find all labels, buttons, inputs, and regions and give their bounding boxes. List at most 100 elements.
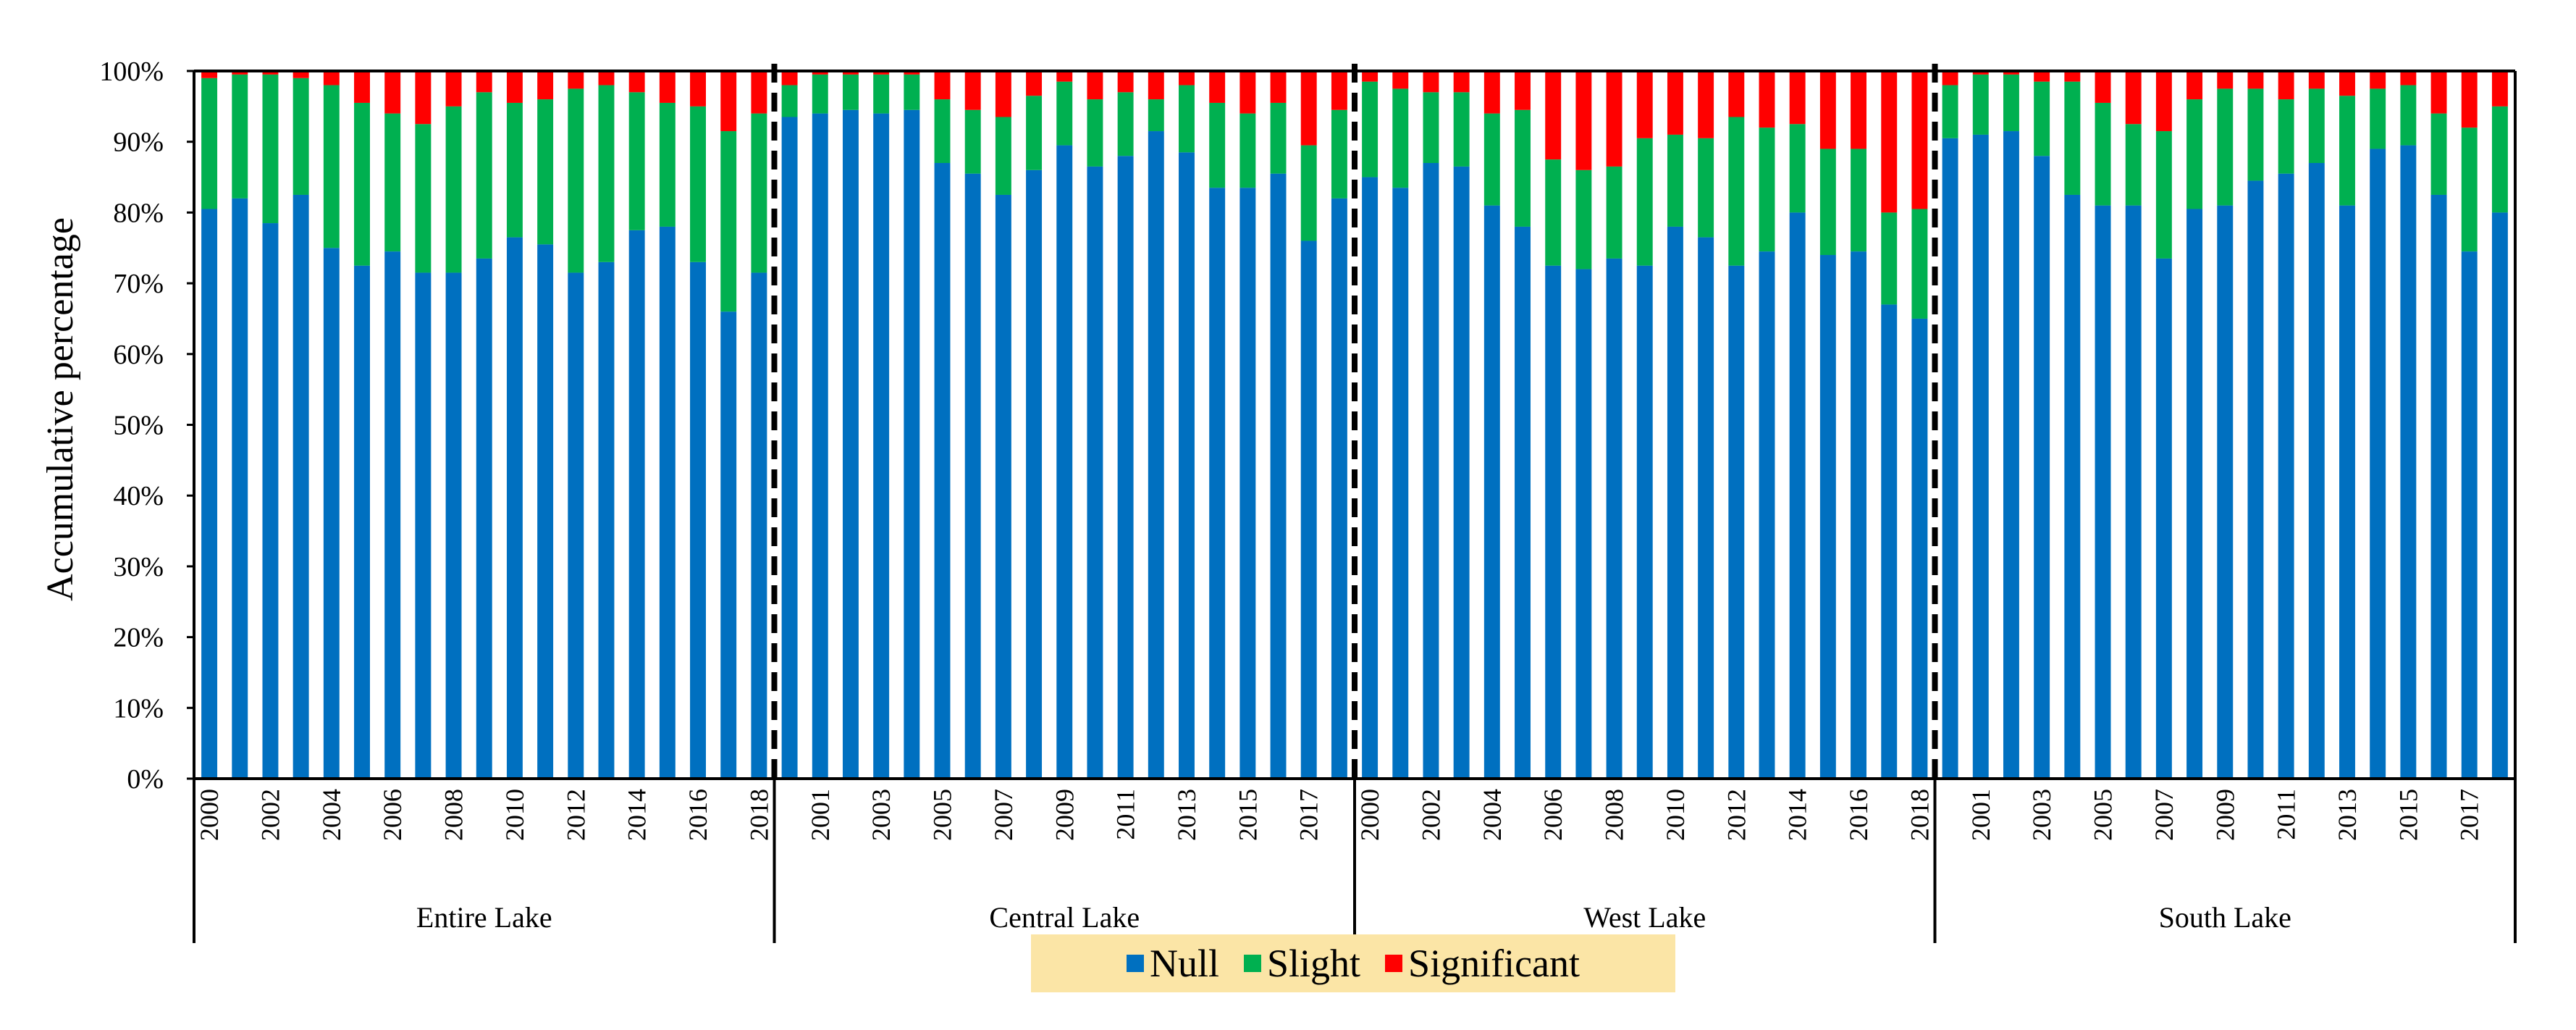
bar-significant [1087, 71, 1103, 100]
bar-null [1911, 318, 1928, 779]
bar-significant [1759, 71, 1775, 128]
bar-significant [1545, 71, 1562, 160]
bar-significant [1239, 71, 1256, 114]
bar-null [2339, 205, 2355, 779]
bar-significant [1270, 71, 1287, 103]
bar-significant [384, 71, 401, 114]
bar-null [690, 261, 707, 779]
bar-slight [1423, 92, 1439, 164]
bar-significant [873, 71, 890, 75]
x-tick-label: 2011 [1111, 789, 1140, 840]
bar-slight [1942, 85, 1958, 138]
bar-null [568, 272, 584, 779]
bar-null [2430, 194, 2447, 779]
bar-slight [2155, 131, 2172, 259]
x-tick-label: 2017 [1295, 789, 1323, 841]
y-tick-label: 80% [113, 198, 164, 228]
bar-significant [2247, 71, 2264, 89]
bar-null [1819, 255, 1836, 779]
bar-null [1728, 265, 1745, 779]
bar-slight [232, 74, 248, 198]
bar-slight [323, 85, 340, 248]
bar-null [2034, 156, 2050, 779]
y-tick-label: 0% [127, 764, 164, 795]
bar-slight [476, 92, 492, 259]
legend: Null Slight Significant [1031, 934, 1675, 992]
bars [201, 71, 2508, 779]
x-tick-label: 2014 [623, 789, 652, 841]
bar-significant [415, 71, 432, 125]
bar-null [2308, 163, 2325, 779]
x-tick-label: 2008 [1600, 789, 1629, 841]
bar-null [598, 261, 615, 779]
bar-null [354, 265, 370, 779]
group-labels: Entire Lake Central Lake West Lake South La… [416, 901, 2291, 934]
bar-slight [2308, 88, 2325, 164]
bar-null [292, 194, 309, 779]
bar-null [2095, 205, 2111, 779]
bar-null [2491, 212, 2508, 779]
bar-null [964, 173, 981, 779]
bar-slight [2339, 96, 2355, 206]
x-tick-label: 2001 [1966, 789, 1995, 841]
bar-slight [1362, 81, 1379, 177]
bar-significant [232, 71, 248, 75]
bar-slight [1179, 85, 1195, 153]
bar-significant [2095, 71, 2111, 103]
bar-null [1423, 163, 1439, 779]
bar-slight [2400, 85, 2417, 146]
bar-slight [2125, 124, 2142, 206]
x-tick-label: 2007 [989, 789, 1018, 841]
bar-null [1362, 177, 1379, 779]
x-tick-label: 2004 [1478, 789, 1507, 841]
bar-null [1483, 205, 1500, 779]
bar-slight [964, 109, 981, 174]
x-tick-label: 2018 [744, 789, 773, 841]
bar-null [232, 198, 248, 779]
bar-null [2003, 131, 2019, 779]
bar-null [384, 251, 401, 779]
x-tick-label: 2001 [806, 789, 835, 841]
bar-significant [995, 71, 1011, 117]
bar-significant [2217, 71, 2234, 89]
bar-slight [1331, 109, 1347, 198]
bar-slight [2491, 106, 2508, 213]
bar-slight [506, 102, 523, 238]
bar-significant [1667, 71, 1683, 135]
bar-null [1179, 152, 1195, 779]
bar-significant [445, 71, 462, 106]
bar-significant [1819, 71, 1836, 149]
bar-null [506, 237, 523, 779]
bar-significant [659, 71, 675, 103]
y-tick-label: 100% [99, 56, 164, 87]
bar-slight [995, 117, 1011, 195]
bar-significant [1911, 71, 1928, 209]
x-tick-label: 2004 [317, 789, 346, 841]
bar-significant [842, 71, 859, 75]
bar-slight [690, 106, 707, 262]
x-tick-label: 2016 [683, 789, 712, 841]
bar-null [2155, 258, 2172, 779]
bar-significant [1179, 71, 1195, 85]
bar-null [842, 109, 859, 779]
bar-slight [262, 74, 279, 224]
bar-null [445, 272, 462, 779]
bar-significant [2400, 71, 2417, 85]
bar-significant [1300, 71, 1317, 146]
bar-slight [1026, 96, 1043, 170]
bar-null [2247, 180, 2264, 779]
bar-null [720, 311, 737, 779]
bar-significant [2278, 71, 2294, 100]
bar-slight [415, 124, 432, 273]
bar-slight [812, 74, 828, 114]
group-label: South Lake [2159, 901, 2291, 934]
bar-significant [2461, 71, 2478, 128]
bar-slight [1209, 102, 1226, 188]
y-tick-label: 20% [113, 623, 164, 653]
bar-significant [2370, 71, 2386, 89]
y-tick-label: 50% [113, 411, 164, 441]
group-label: Entire Lake [416, 901, 552, 934]
bar-slight [1881, 212, 1898, 305]
x-tick-label: 2015 [2394, 789, 2423, 841]
